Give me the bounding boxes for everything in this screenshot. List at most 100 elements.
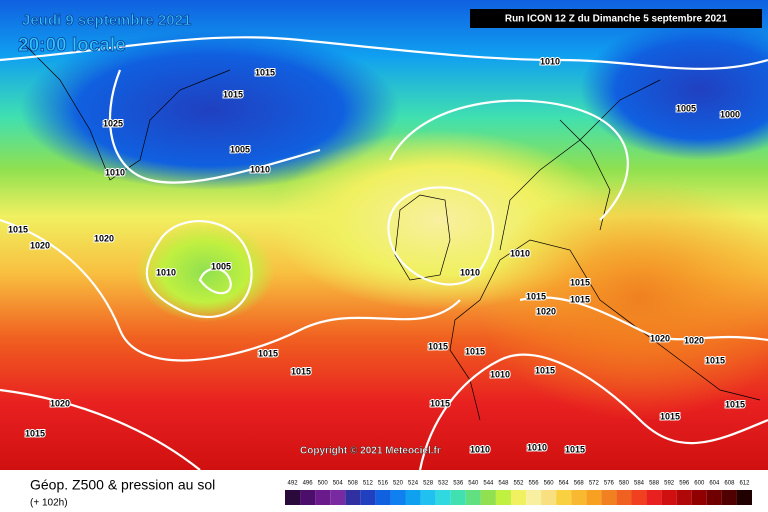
legend-level: 540 [468, 481, 479, 487]
legend-swatch [616, 490, 632, 505]
isobar-label: 1010 [510, 248, 530, 258]
legend-level: 492 [288, 481, 299, 487]
legend-level: 508 [348, 481, 359, 487]
isobar-labels: 1015101010151025100510101010100510001015… [7, 55, 746, 455]
legend-level: 544 [483, 481, 494, 487]
legend-level: 580 [619, 481, 630, 487]
legend-level: 600 [694, 481, 705, 487]
legend-swatch [495, 490, 511, 505]
isobar-label: 1015 [428, 341, 448, 351]
legend-swatch [706, 490, 722, 505]
legend-level: 532 [438, 481, 449, 487]
footer-title: Géop. Z500 & pression au sol [30, 477, 215, 493]
legend-level: 572 [589, 481, 600, 487]
low-z500-area [580, 20, 768, 160]
legend-level: 576 [604, 481, 615, 487]
legend-swatch [330, 490, 346, 505]
legend-swatch [390, 490, 406, 505]
isobar-label: 1000 [720, 109, 740, 119]
isobar-label: 1015 [535, 365, 555, 375]
legend-swatch [465, 490, 481, 505]
legend-level: 568 [574, 481, 585, 487]
isobar-label: 1015 [725, 399, 745, 409]
legend-swatch [586, 490, 602, 505]
legend-level: 520 [393, 481, 404, 487]
legend-swatch [646, 490, 662, 505]
legend-level: 584 [634, 481, 645, 487]
isobar-label: 1010 [250, 164, 270, 174]
legend-swatch [450, 490, 466, 505]
forecast-time: 20:00 locale [18, 35, 126, 56]
legend-level: 528 [423, 481, 434, 487]
legend-level: 536 [453, 481, 464, 487]
legend-swatch [300, 490, 316, 505]
isobar-label: 1020 [684, 335, 704, 345]
isobar-label: 1015 [660, 411, 680, 421]
isobar-label: 1025 [103, 118, 123, 128]
legend-level: 552 [513, 481, 524, 487]
legend-swatch [721, 490, 737, 505]
legend-level: 556 [529, 481, 540, 487]
legend-level: 548 [498, 481, 509, 487]
legend-level: 596 [679, 481, 690, 487]
isobars [0, 36, 768, 471]
legend-swatch [345, 490, 361, 505]
legend-swatch [556, 490, 572, 505]
legend-swatch [435, 490, 451, 505]
isobar-label: 1020 [536, 306, 556, 316]
legend-swatch [541, 490, 557, 505]
isobar-label: 1015 [526, 291, 546, 301]
copyright: Copyright © 2021 Meteociel.fr [300, 446, 441, 457]
isobar-label: 1005 [211, 261, 231, 271]
coastlines [19, 39, 761, 421]
isobar-label: 1015 [570, 294, 590, 304]
legend-swatch [661, 490, 677, 505]
legend-swatch [526, 490, 542, 505]
legend-level: 604 [709, 481, 720, 487]
legend-level: 496 [303, 481, 314, 487]
legend-swatch [601, 490, 617, 505]
legend-swatch [676, 490, 692, 505]
isobar-label: 1005 [676, 103, 696, 113]
isobar-label: 1015 [258, 348, 278, 358]
isobar-label: 1015 [8, 224, 28, 234]
legend-swatch [691, 490, 707, 505]
legend-level: 516 [378, 481, 389, 487]
isobar-label: 1015 [570, 277, 590, 287]
legend-swatch [510, 490, 527, 505]
isobar-label: 1010 [540, 56, 560, 66]
legend-level: 564 [559, 481, 570, 487]
isobar-label: 1015 [430, 398, 450, 408]
isobar-label: 1020 [50, 398, 70, 408]
isobar-label: 1020 [650, 333, 670, 343]
isobar-label: 1020 [30, 240, 50, 250]
legend-level: 612 [739, 481, 750, 487]
forecast-date: Jeudi 9 septembre 2021 [22, 12, 191, 29]
legend-swatch [571, 490, 587, 505]
legend-swatch [405, 490, 421, 505]
run-info: Run ICON 12 Z du Dimanche 5 septembre 20… [505, 14, 728, 25]
legend-swatch [285, 490, 301, 505]
isobar-label: 1015 [255, 67, 275, 77]
isobar-label: 1010 [490, 369, 510, 379]
legend-swatch [360, 490, 376, 505]
legend-swatch [480, 490, 496, 505]
legend-level: 588 [649, 481, 660, 487]
legend-swatch [375, 490, 391, 505]
isobar-label: 1015 [465, 346, 485, 356]
legend-swatch [420, 490, 436, 505]
isobar-label: 1005 [230, 144, 250, 154]
color-legend: 492 496 500 504 508 512 516 520 524 528 532 536 540 5… [285, 481, 752, 505]
lead-time: (+ 102h) [30, 498, 68, 509]
isobar-label: 1015 [291, 366, 311, 376]
legend-level: 592 [664, 481, 675, 487]
isobar-label: 1010 [156, 267, 176, 277]
legend-swatch [631, 490, 647, 505]
isobar-label: 1015 [223, 89, 243, 99]
legend-swatch [736, 490, 752, 505]
isobar-label: 1010 [105, 167, 125, 177]
isobar-label: 1015 [705, 355, 725, 365]
legend-level: 504 [333, 481, 344, 487]
